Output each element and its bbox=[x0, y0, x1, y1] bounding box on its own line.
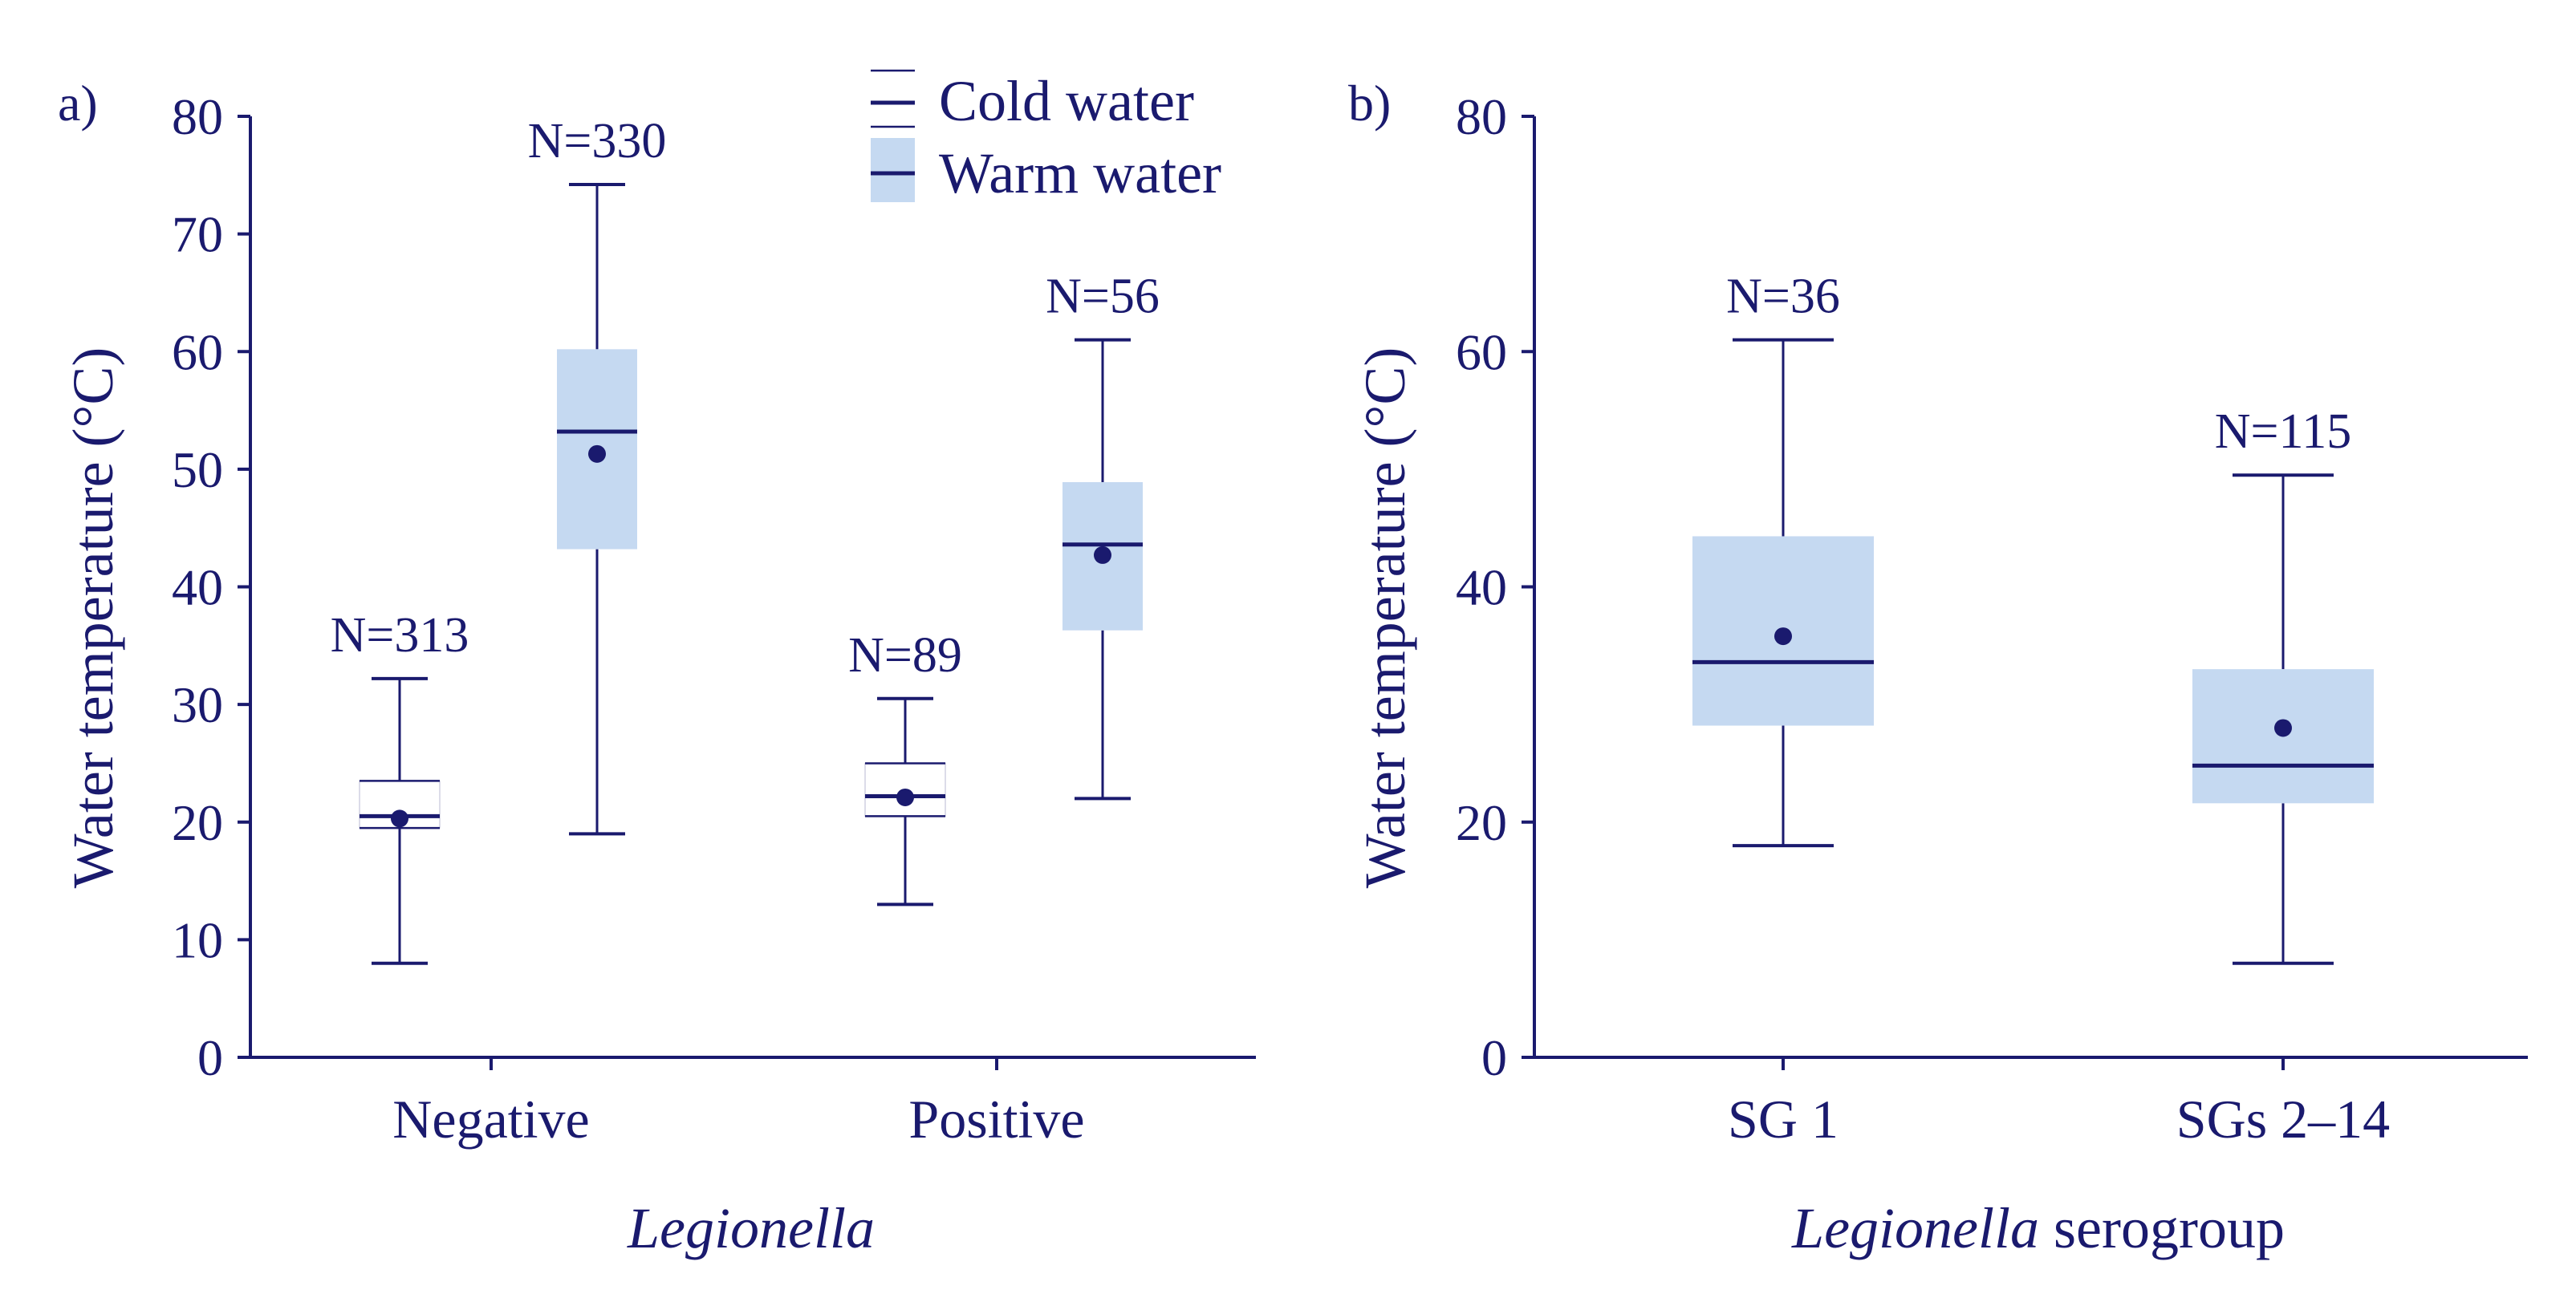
mean-dot bbox=[588, 444, 606, 463]
a-y-tick-label: 20 bbox=[172, 794, 223, 851]
mean-dot bbox=[896, 788, 914, 806]
a-y-tick-label: 10 bbox=[172, 911, 223, 968]
a-y-tick-label: 70 bbox=[172, 206, 223, 263]
panel-a: a) Water temperature (°C) Legionella 0 10… bbox=[58, 69, 1256, 1260]
panel-a-x-axis-title: Legionella bbox=[627, 1196, 875, 1260]
n-label: N=56 bbox=[1046, 270, 1160, 324]
panel-b-axes bbox=[1533, 116, 2528, 1059]
legend-cold-label: Cold water bbox=[939, 69, 1194, 133]
a-y-tick-label: 50 bbox=[172, 441, 223, 498]
mean-dot bbox=[391, 809, 408, 828]
a-box-cold-1: N=89 bbox=[848, 628, 962, 907]
b-x-tick-label: SG 1 bbox=[1728, 1089, 1839, 1150]
mean-dot bbox=[1774, 627, 1792, 646]
a-box-cold-0: N=313 bbox=[331, 608, 469, 965]
a-y-tick-label: 40 bbox=[172, 559, 223, 616]
panel-a-letter: a) bbox=[58, 75, 98, 132]
b-y-tick-label: 20 bbox=[1456, 794, 1507, 851]
n-label: N=330 bbox=[528, 114, 667, 168]
b-box-warm-0: N=36 bbox=[1692, 270, 1874, 848]
a-box-warm-0: N=330 bbox=[528, 114, 667, 836]
b-y-tick-label: 40 bbox=[1456, 559, 1507, 616]
a-y-tick-label: 0 bbox=[197, 1029, 223, 1086]
n-label: N=115 bbox=[2215, 404, 2351, 459]
mean-dot bbox=[2274, 719, 2292, 737]
panel-a-ticks: 0 10 20 30 40 50 60 70 80 Negative Positive bbox=[172, 88, 1085, 1150]
n-label: N=313 bbox=[331, 608, 469, 663]
n-label: N=36 bbox=[1726, 270, 1840, 324]
panel-a-y-axis-title: Water temperature (°C) bbox=[61, 347, 125, 889]
panel-a-boxes: N=313 N=89 N=330 N=56 bbox=[331, 114, 1160, 965]
b-box-warm-1: N=115 bbox=[2192, 404, 2374, 965]
legend: Cold water Warm water bbox=[871, 69, 1221, 205]
b-x-tick-label: SGs 2–14 bbox=[2176, 1089, 2390, 1150]
panel-b-x-axis-title: Legionella serogroup bbox=[1791, 1196, 2285, 1260]
b-y-tick-label: 60 bbox=[1456, 323, 1507, 380]
a-y-tick-label: 60 bbox=[172, 323, 223, 380]
panel-b: b) Water temperature (°C) Legionella ser… bbox=[1348, 75, 2528, 1260]
a-x-tick-label: Positive bbox=[908, 1089, 1084, 1150]
panel-b-y-axis-title: Water temperature (°C) bbox=[1353, 347, 1417, 889]
panel-b-x-axis-title-rest: serogroup bbox=[2039, 1196, 2285, 1260]
legend-warm-label: Warm water bbox=[939, 141, 1221, 205]
b-y-tick-label: 0 bbox=[1481, 1029, 1507, 1086]
a-y-tick-label: 80 bbox=[172, 88, 223, 145]
a-box-warm-1: N=56 bbox=[1046, 270, 1160, 801]
mean-dot bbox=[1094, 546, 1111, 564]
b-y-tick-label: 80 bbox=[1456, 88, 1507, 145]
panel-b-boxes: N=36 N=115 bbox=[1692, 270, 2374, 965]
n-label: N=89 bbox=[848, 628, 962, 683]
legend-cold-symbol bbox=[871, 69, 915, 128]
panel-b-letter: b) bbox=[1348, 75, 1391, 132]
panel-b-ticks: 0 20 40 60 80 SG 1 SGs 2–14 bbox=[1456, 88, 2390, 1150]
panel-b-x-axis-title-italic: Legionella bbox=[1791, 1196, 2039, 1260]
a-y-tick-label: 30 bbox=[172, 676, 223, 733]
a-x-tick-label: Negative bbox=[392, 1089, 589, 1150]
legend-warm-box bbox=[871, 138, 915, 202]
legend-warm-symbol bbox=[871, 138, 915, 202]
